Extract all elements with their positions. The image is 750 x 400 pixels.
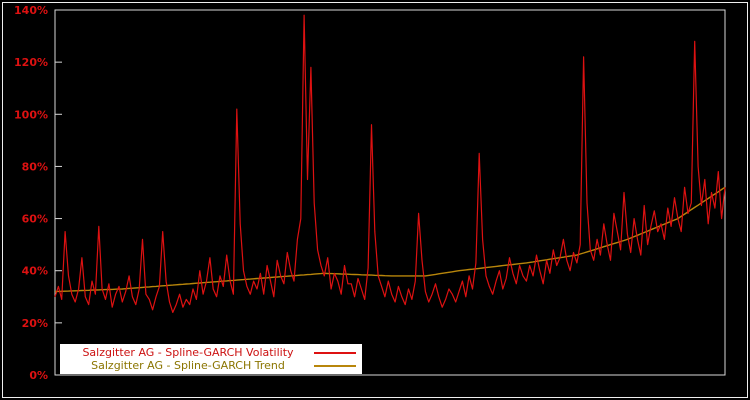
y-tick-label: 120% (14, 56, 48, 69)
y-tick-label: 140% (14, 4, 48, 17)
legend-label-volatility: Salzgitter AG - Spline-GARCH Volatility (82, 346, 294, 359)
legend-line-volatility-sample (314, 351, 356, 354)
y-tick-label: 100% (14, 108, 48, 121)
legend-entry-volatility: Salzgitter AG - Spline-GARCH Volatility (66, 346, 356, 359)
y-tick-label: 60% (22, 213, 48, 226)
legend-line-trend-sample (314, 364, 356, 367)
y-tick-label: 80% (22, 160, 48, 173)
legend: Salzgitter AG - Spline-GARCH Volatility … (60, 344, 362, 374)
legend-entry-trend: Salzgitter AG - Spline-GARCH Trend (66, 359, 356, 372)
y-tick-label: 40% (22, 265, 48, 278)
y-tick-label: 20% (22, 317, 48, 330)
y-tick-label: 0% (29, 369, 48, 382)
legend-label-trend: Salzgitter AG - Spline-GARCH Trend (91, 359, 285, 372)
volatility-series-path (54, 14, 726, 313)
